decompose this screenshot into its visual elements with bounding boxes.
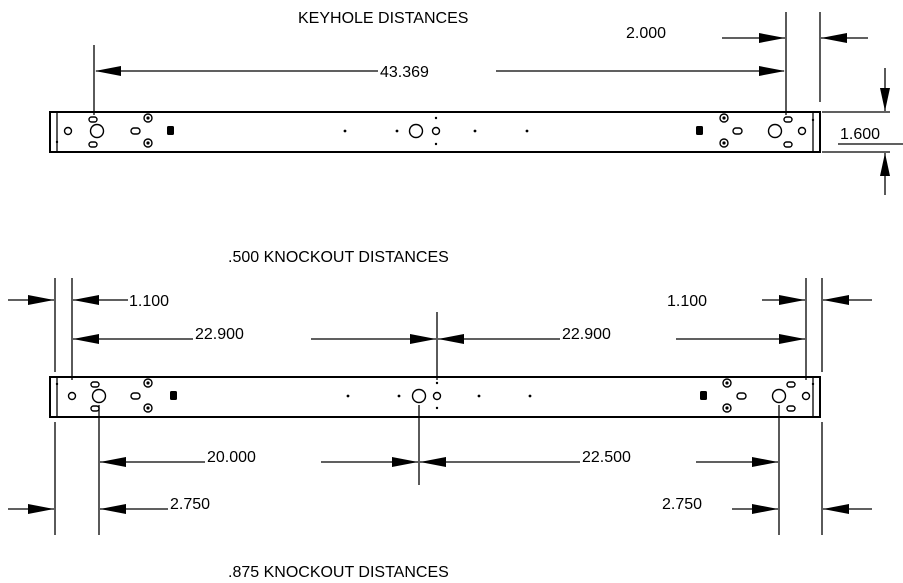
keyhole-end-offset-dim: 2.000 — [626, 25, 666, 42]
large-left-span-dim: 20.000 — [207, 449, 256, 466]
top-bar-holes — [55, 113, 815, 148]
large-right-edge-dim: 2.750 — [662, 496, 702, 513]
bottom-bar-holes — [55, 378, 815, 413]
arrow-left — [95, 66, 121, 76]
large-left-edge-dim: 2.750 — [170, 496, 210, 513]
keyhole-height-dim: 1.600 — [840, 126, 880, 143]
keyhole-title: KEYHOLE DISTANCES — [298, 10, 468, 27]
large-right-span-dim: 22.500 — [582, 449, 631, 466]
large-knockout-title: .875 KNOCKOUT DISTANCES — [228, 564, 449, 581]
keyhole-drawing: KEYHOLE DISTANCES 43.369 2.000 1.600 — [49, 10, 903, 195]
half-inch-right-edge-dim: 1.100 — [667, 293, 707, 310]
knockout-drawing: .500 KNOCKOUT DISTANCES 1.100 1.100 — [8, 249, 872, 581]
arrow-right — [759, 66, 785, 76]
half-inch-knockout-title: .500 KNOCKOUT DISTANCES — [228, 249, 449, 266]
half-inch-left-edge-dim: 1.100 — [129, 293, 169, 310]
half-inch-right-span-dim: 22.900 — [562, 326, 611, 343]
keyhole-overall-dim: 43.369 — [380, 64, 429, 81]
half-inch-left-span-dim: 22.900 — [195, 326, 244, 343]
